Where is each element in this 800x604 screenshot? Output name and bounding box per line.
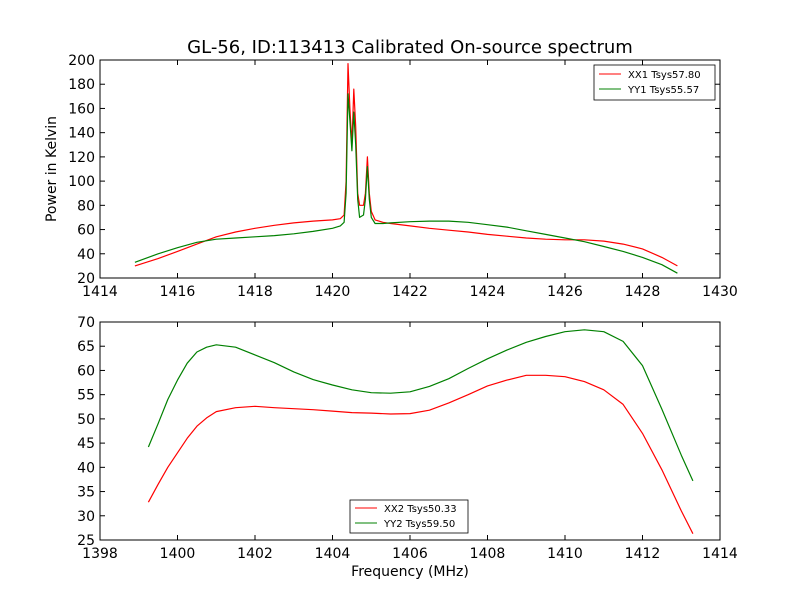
top-chart-xticks: 1414 1416 1418 1420 1422 1424 1426 1428 1430 bbox=[82, 60, 738, 300]
top-series-line-2 bbox=[134, 93, 678, 274]
bottom-xtick-label: 1408 bbox=[470, 546, 506, 562]
top-ytick-label: 60 bbox=[77, 223, 95, 239]
bottom-ytick-label: 55 bbox=[77, 388, 95, 404]
top-xtick-label: 1420 bbox=[315, 284, 351, 300]
bottom-xtick-label: 1402 bbox=[237, 546, 273, 562]
bottom-xtick-label: 1404 bbox=[315, 546, 351, 562]
top-ytick-label: 200 bbox=[68, 53, 95, 69]
bottom-chart: Frequency (MHz) 1398 1400 1402 1404 1406 1408… bbox=[77, 315, 738, 580]
top-chart-frame bbox=[99, 59, 721, 279]
bottom-legend-box bbox=[349, 499, 469, 534]
bottom-xtick-label: 1414 bbox=[702, 546, 738, 562]
top-chart-legend: XX1 Tsys57.80 YY1 Tsys55.57 bbox=[593, 64, 716, 101]
bottom-series-line-1 bbox=[147, 374, 694, 534]
top-series-line-1 bbox=[134, 62, 678, 267]
top-ytick-label: 160 bbox=[68, 101, 95, 117]
bottom-chart-legend: XX2 Tsys50.33 YY2 Tsys59.50 bbox=[349, 499, 469, 534]
bottom-ytick-label: 40 bbox=[77, 460, 95, 476]
top-ytick-label: 20 bbox=[77, 271, 95, 287]
top-legend-label-yy1: YY1 Tsys55.57 bbox=[627, 85, 699, 96]
top-xtick-label: 1416 bbox=[160, 284, 196, 300]
top-ytick-label: 140 bbox=[68, 126, 95, 142]
bottom-ytick-label: 50 bbox=[77, 412, 95, 428]
bottom-legend-label-yy2: YY2 Tsys59.50 bbox=[383, 519, 455, 530]
bottom-ytick-label: 25 bbox=[77, 533, 95, 549]
top-ytick-label: 80 bbox=[77, 198, 95, 214]
top-xtick-label: 1428 bbox=[625, 284, 661, 300]
bottom-series-line-2 bbox=[147, 329, 694, 482]
bottom-xtick-label: 1412 bbox=[625, 546, 661, 562]
bottom-chart-frame bbox=[99, 321, 721, 541]
bottom-xtick-label: 1400 bbox=[160, 546, 196, 562]
bottom-xtick-label: 1406 bbox=[392, 546, 428, 562]
top-ytick-label: 40 bbox=[77, 247, 95, 263]
top-chart-title: GL-56, ID:113413 Calibrated On-source sp… bbox=[187, 37, 633, 58]
top-xtick-label: 1430 bbox=[702, 284, 738, 300]
bottom-ytick-label: 45 bbox=[77, 436, 95, 452]
top-ytick-label: 100 bbox=[68, 174, 95, 190]
bottom-ytick-label: 60 bbox=[77, 363, 95, 379]
bottom-ytick-label: 65 bbox=[77, 339, 95, 355]
top-chart-series bbox=[134, 62, 678, 274]
bottom-xtick-label: 1410 bbox=[547, 546, 583, 562]
top-legend-box bbox=[593, 64, 716, 101]
top-chart-ylabel: Power in Kelvin bbox=[44, 116, 60, 222]
bottom-chart-series bbox=[147, 329, 694, 534]
bottom-ytick-label: 35 bbox=[77, 485, 95, 501]
top-xtick-label: 1414 bbox=[82, 284, 118, 300]
bottom-chart-xlabel: Frequency (MHz) bbox=[351, 564, 469, 580]
top-xtick-label: 1424 bbox=[470, 284, 506, 300]
bottom-chart-yticks: 25 30 35 40 45 50 55 60 65 70 bbox=[77, 315, 720, 549]
top-xtick-label: 1422 bbox=[392, 284, 428, 300]
top-ytick-label: 120 bbox=[68, 150, 95, 166]
top-xtick-label: 1418 bbox=[237, 284, 273, 300]
bottom-chart-xticks: 1398 1400 1402 1404 1406 1408 1410 1412 1414 bbox=[82, 322, 738, 562]
top-chart: GL-56, ID:113413 Calibrated On-source sp… bbox=[44, 37, 738, 300]
top-legend-label-xx1: XX1 Tsys57.80 bbox=[628, 70, 701, 81]
bottom-ytick-label: 70 bbox=[77, 315, 95, 331]
top-xtick-label: 1426 bbox=[547, 284, 583, 300]
top-ytick-label: 180 bbox=[68, 77, 95, 93]
bottom-legend-label-xx2: XX2 Tsys50.33 bbox=[384, 504, 457, 515]
bottom-xtick-label: 1398 bbox=[82, 546, 118, 562]
bottom-ytick-label: 30 bbox=[77, 509, 95, 525]
